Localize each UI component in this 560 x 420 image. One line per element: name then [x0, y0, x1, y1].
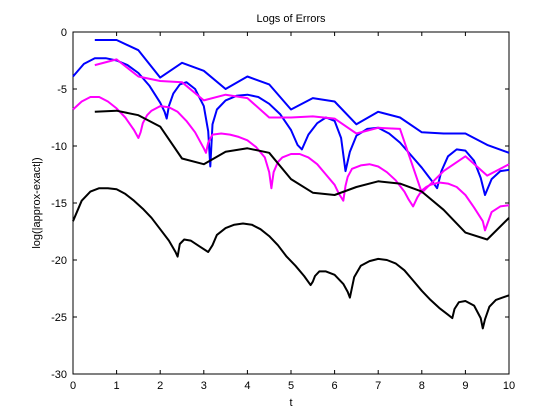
series-line-1	[94, 39, 510, 154]
x-tick-label: 5	[288, 380, 294, 392]
series-layer	[72, 39, 510, 330]
series-line-5	[94, 109, 510, 241]
y-tick-label: -15	[51, 198, 67, 210]
x-tick-label: 8	[419, 380, 425, 392]
y-tick-label: -20	[51, 255, 67, 267]
x-tick-label: 6	[332, 380, 338, 392]
x-tick-label: 4	[244, 380, 250, 392]
axes-box	[72, 31, 510, 375]
y-axis-label: log(|approx-exact|)	[31, 157, 43, 248]
y-tick-label: -10	[51, 141, 67, 153]
x-tick-label: 3	[201, 380, 207, 392]
series-line-6	[72, 187, 510, 330]
y-axis: 0 -5 -10 -15 -20 -25 -30	[51, 27, 509, 381]
series-line-3	[94, 58, 510, 194]
x-tick-label: 0	[70, 380, 76, 392]
x-axis: 0 1 2 3 4 5 6 7 8 9 10	[70, 32, 515, 392]
y-tick-label: 0	[61, 27, 67, 39]
x-tick-label: 2	[157, 380, 163, 392]
x-tick-label: 9	[462, 380, 468, 392]
y-tick-label: -5	[57, 84, 67, 96]
plot-area: 0 1 2 3 4 5 6 7 8 9 10 0 -5 -10 -15 -20 -25 -30	[51, 27, 515, 392]
x-tick-label: 7	[375, 380, 381, 392]
x-tick-label: 10	[503, 380, 515, 392]
y-tick-label: -30	[51, 369, 67, 381]
chart-title: Logs of Errors	[256, 13, 326, 25]
x-axis-label: t	[289, 397, 292, 409]
y-tick-label: -25	[51, 312, 67, 324]
x-tick-label: 1	[114, 380, 120, 392]
series-line-4	[72, 96, 510, 232]
